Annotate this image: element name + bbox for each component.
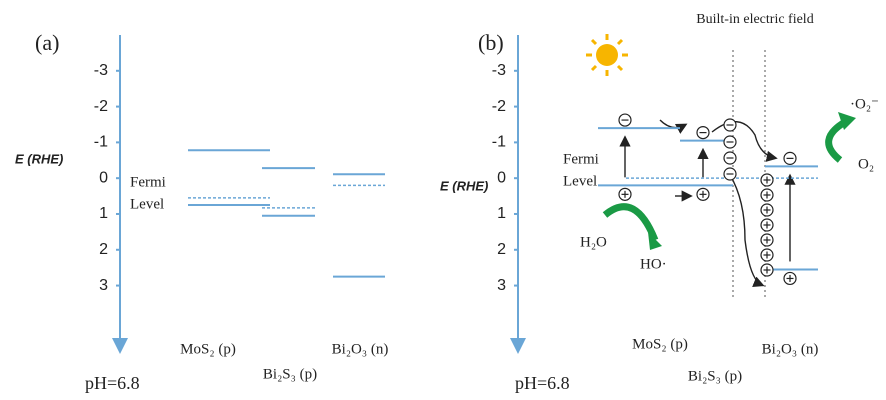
material-label: Bi₂O₃ (n) — [332, 341, 389, 357]
species-label: HO· — [640, 256, 667, 272]
tick-label: 3 — [497, 277, 506, 294]
fermi-label: Level — [130, 196, 164, 212]
tick-label: 1 — [497, 205, 506, 222]
tick-label: 0 — [99, 169, 108, 186]
material-label: MoS₂ (p) — [180, 341, 236, 357]
species-label: H₂O — [580, 234, 607, 250]
material-label: Bi₂S₃ (p) — [688, 368, 742, 384]
panel-label: (b) — [478, 30, 504, 55]
species-label: O₂ — [858, 156, 874, 172]
fermi-label: Level — [563, 173, 597, 189]
tick-label: -3 — [94, 62, 108, 79]
diagram: -3 -2 -1 0 1 2 3 (a) E (RHE) Fermi Level pH=6.8 MoS₂… — [0, 0, 886, 400]
tick-label: 2 — [99, 241, 108, 258]
material-label: Bi₂O₃ (n) — [762, 341, 819, 357]
fermi-label: Fermi — [130, 174, 166, 190]
green-arrow — [829, 122, 845, 160]
species-label: ·O₂⁻ — [850, 96, 879, 112]
tick-label: -3 — [492, 62, 506, 79]
tick-label: 0 — [497, 169, 506, 186]
transfer-arrow — [730, 175, 762, 285]
tick-label: 2 — [497, 241, 506, 258]
ph-label: pH=6.8 — [515, 373, 570, 393]
tick-label: 1 — [99, 205, 108, 222]
ph-label: pH=6.8 — [85, 373, 140, 393]
panel-label: (a) — [35, 30, 59, 55]
axis-label: E (RHE) — [440, 178, 488, 193]
tick-label: -1 — [492, 134, 506, 151]
material-label: Bi₂S₃ (p) — [263, 366, 317, 382]
axis-label: E (RHE) — [15, 151, 63, 166]
material-label: MoS₂ (p) — [632, 336, 688, 352]
sun-icon — [586, 34, 628, 76]
green-arrow — [605, 207, 655, 240]
transfer-arrow — [660, 120, 685, 128]
tick-label: -2 — [94, 98, 108, 115]
tick-label: -1 — [94, 134, 108, 151]
tick-label: -2 — [492, 98, 506, 115]
fermi-label: Fermi — [563, 151, 599, 167]
field-label: Built-in electric field — [696, 12, 813, 27]
tick-label: 3 — [99, 277, 108, 294]
